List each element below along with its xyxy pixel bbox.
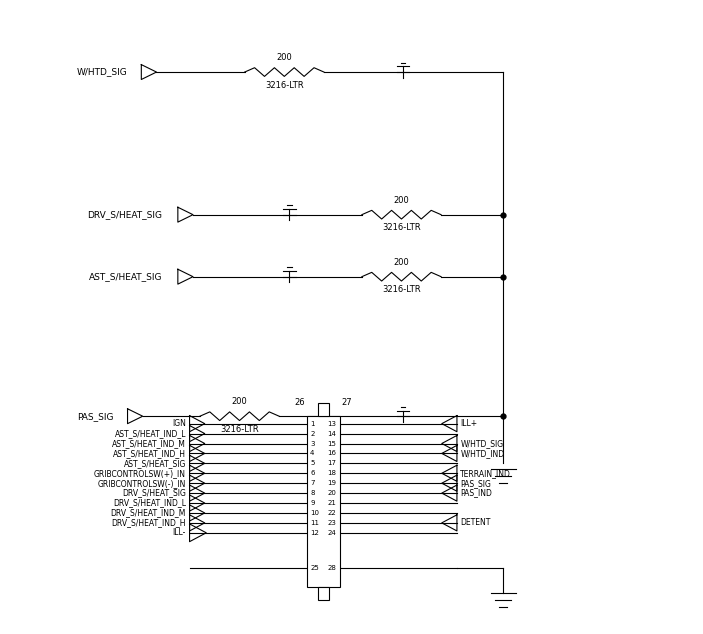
Text: PAS_IND: PAS_IND xyxy=(460,489,492,498)
Text: 21: 21 xyxy=(328,500,336,506)
Text: 200: 200 xyxy=(394,196,409,205)
Text: DETENT: DETENT xyxy=(460,519,491,527)
Text: AST_S/HEAT_IND_H: AST_S/HEAT_IND_H xyxy=(113,449,186,458)
Text: PAS_SIG: PAS_SIG xyxy=(460,479,491,488)
Text: 8: 8 xyxy=(310,490,315,496)
Text: 200: 200 xyxy=(232,398,247,406)
Text: AST_S/HEAT_SIG: AST_S/HEAT_SIG xyxy=(89,272,162,281)
Text: 10: 10 xyxy=(310,510,319,516)
Text: 1: 1 xyxy=(310,421,315,427)
Text: DRV_S/HEAT_IND_M: DRV_S/HEAT_IND_M xyxy=(111,508,186,517)
Text: AST_S/HEAT_SIG: AST_S/HEAT_SIG xyxy=(124,459,186,468)
Text: 27: 27 xyxy=(342,398,352,407)
Text: 6: 6 xyxy=(310,470,315,476)
Bar xyxy=(318,403,329,416)
Text: ILL-: ILL- xyxy=(173,528,186,537)
Text: DRV_S/HEAT_SIG: DRV_S/HEAT_SIG xyxy=(122,489,186,498)
Text: IGN: IGN xyxy=(172,419,186,428)
Text: 3: 3 xyxy=(310,441,315,446)
Text: DRV_S/HEAT_IND_H: DRV_S/HEAT_IND_H xyxy=(112,519,186,527)
Text: 17: 17 xyxy=(328,460,336,467)
Text: W/HTD_IND: W/HTD_IND xyxy=(460,449,505,458)
Text: 26: 26 xyxy=(294,398,304,407)
Text: ILL+: ILL+ xyxy=(460,419,477,428)
Text: 14: 14 xyxy=(328,430,336,437)
Text: 15: 15 xyxy=(328,441,336,446)
Text: 7: 7 xyxy=(310,480,315,486)
Text: 11: 11 xyxy=(310,520,319,526)
Text: DRV_S/HEAT_SIG: DRV_S/HEAT_SIG xyxy=(87,210,162,219)
Text: 9: 9 xyxy=(310,500,315,506)
Text: 3216-LTR: 3216-LTR xyxy=(382,223,421,233)
Text: 4: 4 xyxy=(310,450,314,456)
Text: 19: 19 xyxy=(328,480,336,486)
Text: 2: 2 xyxy=(310,430,314,437)
Text: 25: 25 xyxy=(310,565,319,571)
Text: GRIBCONTROLSW(+)_IN: GRIBCONTROLSW(+)_IN xyxy=(94,469,186,478)
Text: AST_S/HEAT_IND_L: AST_S/HEAT_IND_L xyxy=(115,429,186,438)
Text: TERRAIN_IND: TERRAIN_IND xyxy=(460,469,511,478)
Bar xyxy=(307,416,340,586)
Text: W/HTD_SIG: W/HTD_SIG xyxy=(77,68,127,77)
Text: 20: 20 xyxy=(328,490,336,496)
Text: 12: 12 xyxy=(310,530,319,536)
Text: 23: 23 xyxy=(328,520,336,526)
Text: 200: 200 xyxy=(276,53,292,62)
Text: 22: 22 xyxy=(328,510,336,516)
Text: 3216-LTR: 3216-LTR xyxy=(220,425,259,434)
Text: 13: 13 xyxy=(328,421,336,427)
Text: AST_S/HEAT_IND_M: AST_S/HEAT_IND_M xyxy=(112,439,186,448)
Text: DRV_S/HEAT_IND_L: DRV_S/HEAT_IND_L xyxy=(113,498,186,508)
Text: 5: 5 xyxy=(310,460,314,467)
Text: 3216-LTR: 3216-LTR xyxy=(382,285,421,294)
Text: 18: 18 xyxy=(328,470,336,476)
Text: W/HTD_SIG: W/HTD_SIG xyxy=(460,439,503,448)
Text: 200: 200 xyxy=(394,258,409,267)
Text: GRIBCONTROLSW(-)_IN: GRIBCONTROLSW(-)_IN xyxy=(98,479,186,488)
Text: 28: 28 xyxy=(328,565,336,571)
Text: 3216-LTR: 3216-LTR xyxy=(265,81,304,90)
Bar xyxy=(318,586,329,600)
Text: PAS_SIG: PAS_SIG xyxy=(77,411,114,421)
Text: 24: 24 xyxy=(328,530,336,536)
Text: 16: 16 xyxy=(328,450,336,456)
